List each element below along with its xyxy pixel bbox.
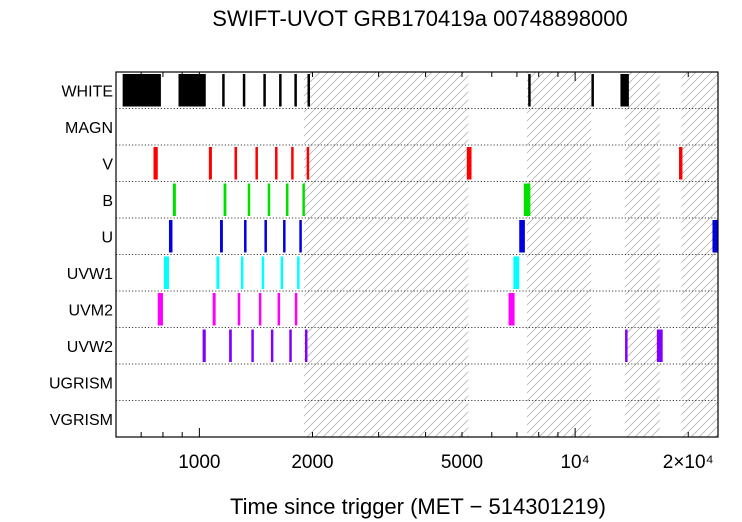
- row-label-uvw2: UVW2: [67, 339, 113, 356]
- exposure-bar-uvm2: [277, 293, 281, 326]
- row-label-vgrism: VGRISM: [50, 412, 113, 429]
- x-tick-label: 10⁴: [560, 452, 589, 473]
- exposure-bar-uvw2: [229, 329, 232, 362]
- x-tick-label: 5000: [441, 452, 483, 473]
- plot-frame: [115, 71, 719, 438]
- exposure-bar-white: [307, 74, 311, 107]
- exposure-bar-uvw2: [251, 329, 254, 362]
- exposure-bar-uvw1: [240, 256, 244, 289]
- exposure-bar-u: [264, 220, 267, 253]
- exposure-bar-b: [223, 183, 227, 216]
- hatched-interval-1: [304, 72, 469, 437]
- exposure-bar-uvw2: [625, 329, 628, 362]
- exposure-bar-white: [178, 74, 206, 107]
- exposure-bar-white: [620, 74, 629, 107]
- exposure-bar-v: [291, 147, 294, 180]
- chart-title: SWIFT-UVOT GRB170419a 00748898000: [212, 6, 627, 31]
- exposure-bar-u: [244, 220, 247, 253]
- exposure-bar-white: [222, 74, 225, 107]
- exposure-bar-uvw1: [513, 256, 520, 289]
- exposure-bar-white: [242, 74, 246, 107]
- x-tick-label: 1000: [178, 452, 220, 473]
- exposure-bar-white: [122, 74, 161, 107]
- exposure-bar-uvw2: [270, 329, 274, 362]
- row-label-uvw1: UVW1: [67, 266, 113, 283]
- exposure-bar-b: [247, 183, 251, 216]
- exposure-bar-uvw1: [216, 256, 220, 289]
- row-label-b: B: [102, 193, 113, 210]
- x-axis-tick-labels: 1000 2000 5000 10⁴ 2×10⁴: [178, 452, 714, 473]
- x-tick-label: 2000: [291, 452, 333, 473]
- row-label-magn: MAGN: [65, 120, 113, 137]
- exposure-bar-v: [275, 147, 278, 180]
- exposure-bar-v: [466, 147, 472, 180]
- exposure-bar-u: [220, 220, 223, 253]
- hatched-interval-4: [681, 72, 718, 437]
- exposure-bar-v: [306, 147, 310, 180]
- exposure-bar-white: [279, 74, 282, 107]
- exposure-bar-uvw2: [202, 329, 206, 362]
- exposure-bar-uvw1: [261, 256, 265, 289]
- exposure-bar-u: [168, 220, 173, 253]
- exposure-bar-uvm2: [157, 293, 163, 326]
- exposure-bar-uvm2: [237, 293, 241, 326]
- exposure-bar-uvm2: [258, 293, 262, 326]
- filter-row-labels: WHITE MAGN V B U UVW1 UVM2 UVW2 UGRISM VGRISM: [49, 83, 113, 429]
- exposure-bar-v: [679, 147, 683, 180]
- row-label-white: WHITE: [61, 83, 113, 100]
- exposure-bars: [122, 74, 718, 362]
- exposure-bar-v: [208, 147, 212, 180]
- exposure-bar-white: [294, 74, 297, 107]
- exposure-bar-b: [267, 183, 271, 216]
- exposure-bar-uvw2: [304, 329, 308, 362]
- exposure-bar-u: [283, 220, 286, 253]
- exposure-bar-uvw1: [297, 256, 300, 289]
- exposure-bar-b: [172, 183, 176, 216]
- x-tick-label: 2×10⁴: [663, 452, 714, 473]
- row-separators: [116, 108, 718, 401]
- exposure-bar-white: [263, 74, 266, 107]
- exposure-bar-uvw1: [163, 256, 169, 289]
- x-axis-label: Time since trigger (MET − 514301219): [230, 494, 606, 519]
- exposure-bar-uvw2: [289, 329, 292, 362]
- exposure-bar-uvm2: [212, 293, 216, 326]
- exposure-bar-u: [299, 220, 302, 253]
- exposure-bar-v: [153, 147, 158, 180]
- exposure-bar-uvw2: [656, 329, 663, 362]
- row-label-u: U: [101, 229, 113, 246]
- row-label-uvm2: UVM2: [69, 302, 114, 319]
- exposure-bar-white: [591, 74, 594, 107]
- exposure-bar-v: [255, 147, 258, 180]
- exposure-bar-uvm2: [508, 293, 515, 326]
- exposure-bar-v: [234, 147, 238, 180]
- exposure-bar-b: [285, 183, 289, 216]
- exposure-bar-u: [712, 220, 718, 253]
- x-axis-ticks: [115, 72, 689, 437]
- row-label-v: V: [102, 156, 113, 173]
- exposure-bar-b: [302, 183, 305, 216]
- exposure-bar-uvw1: [280, 256, 284, 289]
- exposure-bar-uvm2: [294, 293, 298, 326]
- exposure-bar-u: [519, 220, 525, 253]
- exposure-bar-white: [528, 74, 531, 107]
- exposure-bar-b: [523, 183, 531, 216]
- row-label-ugrism: UGRISM: [49, 375, 113, 392]
